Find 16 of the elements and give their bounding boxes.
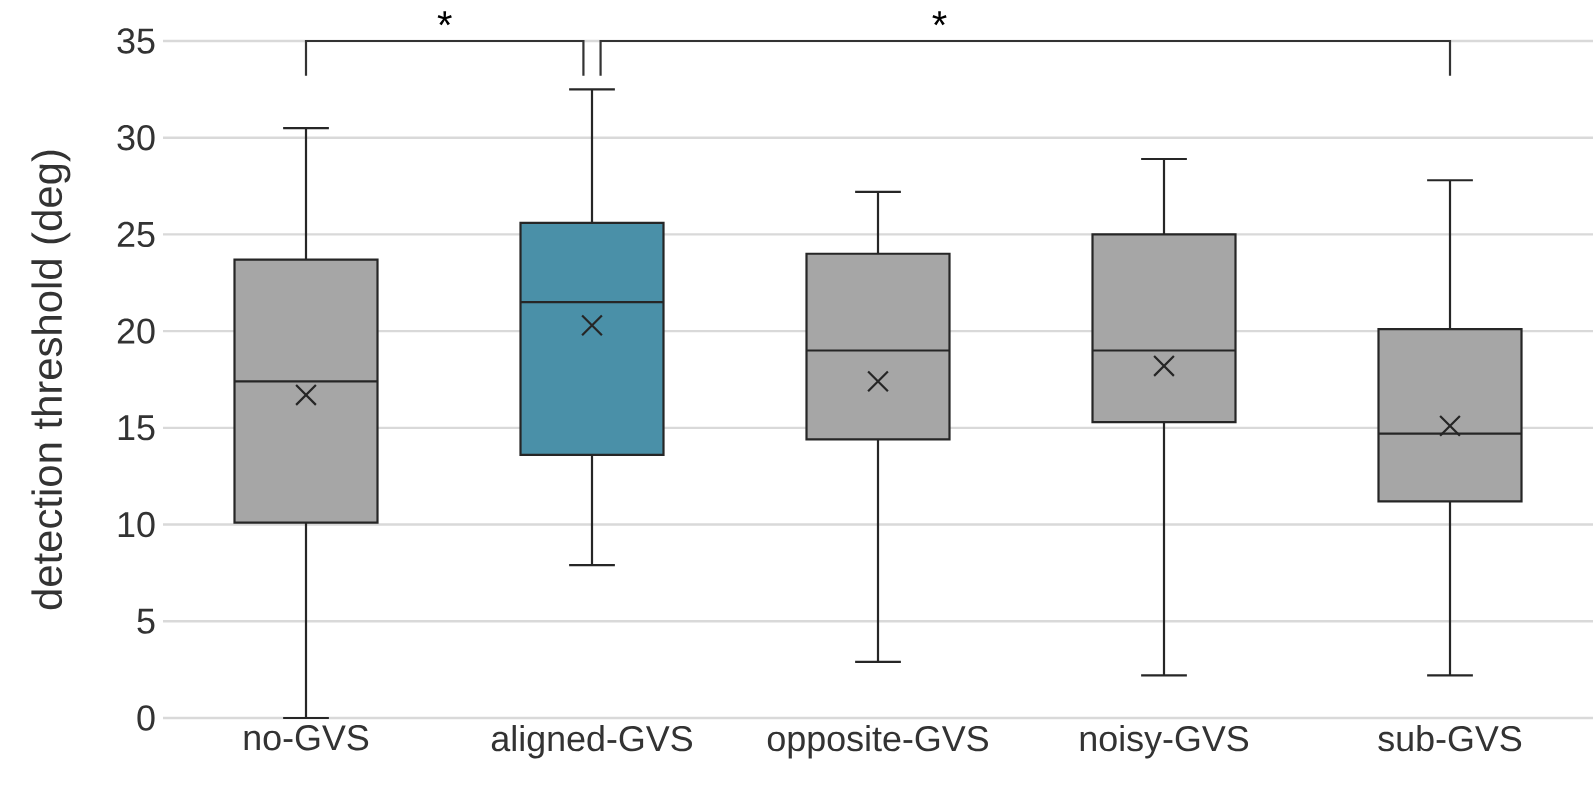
y-tick-label: 5 [137,608,155,634]
text: * [932,11,947,26]
x-tick-label: noisy-GVS [1080,725,1249,759]
y-tick-label: 20 [117,318,155,344]
y-tick-label: 25 [117,221,155,248]
y-tick-label: 15 [118,415,155,441]
y-tick-label: 30 [117,124,155,151]
x-tick-label: aligned-GVS [491,725,692,759]
y-axis-title: detection threshold (deg) [31,150,71,610]
x-tick-label: sub-GVS [1378,725,1522,752]
y-tick-label: 10 [118,511,155,538]
y-tick-label: 0 [137,705,155,731]
x-tick-label: no-GVS [244,725,369,751]
text: * [437,11,452,26]
y-tick-label: 35 [117,28,155,54]
x-tick-label: opposite-GVS [767,725,988,759]
